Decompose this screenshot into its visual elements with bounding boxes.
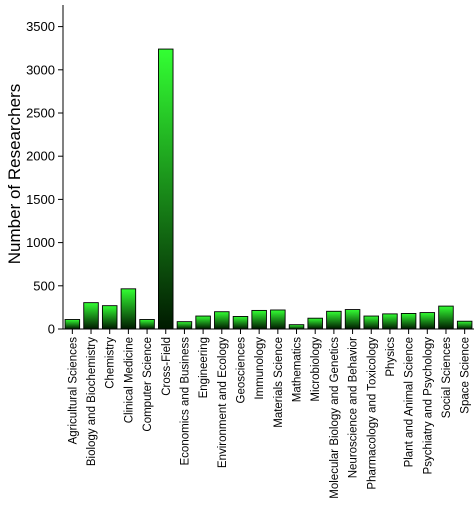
bar-20: [438, 305, 454, 330]
y-tick-label-0: 0: [48, 322, 55, 337]
bar-7: [195, 315, 211, 330]
bar-16: [363, 315, 379, 330]
y-axis-title: Number of Researchers: [5, 84, 24, 264]
bar-9: [232, 316, 249, 330]
y-tick-label-2: 1000: [26, 235, 55, 250]
x-tick-label-19: Psychiatry and Psychology: [422, 337, 434, 475]
plot-area: 0 500 1000 1500 2000 2500 3000 3500 Agricultural…: [26, 5, 474, 499]
bar-4: [139, 319, 155, 330]
x-tick-label-17: Physics: [385, 337, 397, 377]
bar-3: [120, 288, 137, 330]
bar-1: [83, 302, 99, 330]
x-tick-label-21: Space Science: [460, 337, 472, 414]
y-tick-label-3: 1500: [26, 192, 55, 207]
x-tick-label-6: Economics and Business: [179, 337, 191, 466]
bar-15: [344, 309, 361, 330]
y-tick-label-6: 3000: [26, 62, 55, 77]
x-tick-label-3: Clinical Medicine: [123, 337, 135, 423]
bar-5: [158, 48, 174, 330]
bar-10: [251, 309, 267, 330]
x-tick-label-10: Immunology: [254, 337, 266, 400]
bar-14: [326, 310, 342, 330]
bar-2: [101, 305, 118, 330]
y-tick-label-7: 3500: [26, 19, 55, 34]
x-tick-label-1: Biology and Biochemistry: [86, 337, 98, 466]
x-tick-label-7: Engineering: [198, 337, 210, 398]
bar-12: [288, 324, 305, 330]
x-tick-label-15: Neuroscience and Behavior: [348, 337, 360, 478]
x-tick-label-4: Computer Science: [142, 337, 154, 432]
x-tick-label-9: Geosciences: [235, 337, 247, 404]
bar-19: [419, 312, 436, 330]
x-tick-label-12: Mathematics: [292, 337, 304, 402]
bar-0: [64, 319, 81, 330]
x-tick-label-20: Social Sciences: [441, 337, 453, 418]
x-tick-label-8: Environment and Ecology: [217, 337, 229, 468]
bar-17: [382, 313, 398, 330]
x-tick-label-16: Pharmacology and Toxicology: [366, 337, 378, 490]
y-tick-label-4: 2000: [26, 149, 55, 164]
x-tick-label-2: Chemistry: [105, 337, 117, 389]
bar-8: [214, 311, 230, 330]
bar-13: [307, 317, 323, 330]
x-tick-label-0: Agricultural Sciences: [67, 337, 79, 445]
x-tick-label-14: Molecular Biology and Genetics: [329, 337, 341, 499]
x-tick-label-18: Plant and Animal Science: [404, 337, 416, 467]
x-tick-label-11: Materials Science: [273, 337, 285, 428]
x-tick-label-5: Cross-Field: [161, 337, 173, 396]
bar-11: [270, 309, 286, 330]
x-tick-label-13: Microbiology: [310, 337, 322, 402]
bar-18: [400, 313, 417, 330]
y-tick-label-1: 500: [33, 278, 55, 293]
bar-6: [176, 321, 193, 330]
y-tick-label-5: 2500: [26, 106, 55, 121]
bar-21: [456, 320, 473, 330]
